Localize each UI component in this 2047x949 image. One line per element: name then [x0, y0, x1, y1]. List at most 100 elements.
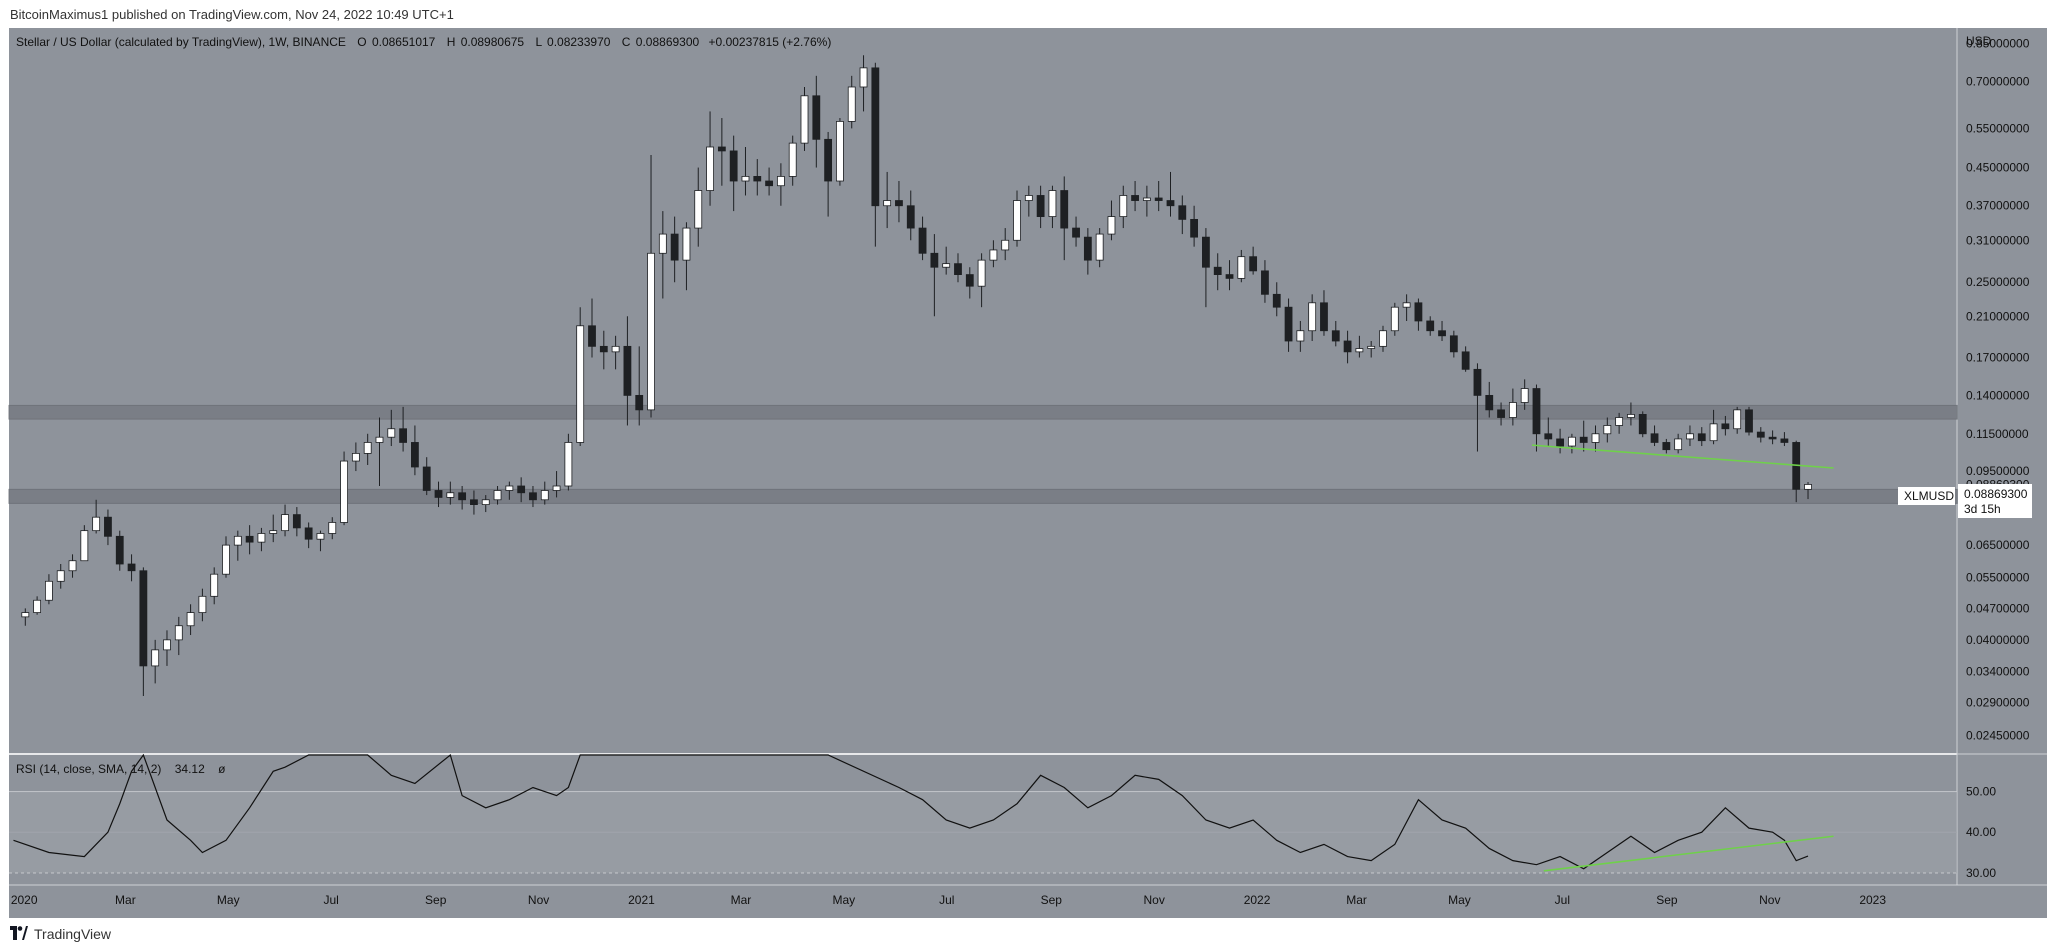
candle-body-up: [56, 570, 65, 582]
candle-body-up: [1686, 433, 1694, 440]
price-trendline: [1531, 444, 1834, 469]
candle: [1485, 381, 1494, 418]
candle-body-down: [139, 570, 148, 667]
candle: [729, 135, 738, 212]
candle-body-down: [1178, 205, 1187, 220]
candle: [411, 425, 419, 476]
candle-body-up: [505, 485, 514, 491]
time-axis-area[interactable]: [9, 885, 2047, 918]
candle-body-up: [1142, 197, 1151, 201]
candle-body-up: [1603, 425, 1612, 435]
candle: [1438, 320, 1446, 342]
candle: [847, 75, 856, 129]
candle: [918, 216, 927, 261]
candle: [363, 433, 372, 465]
candle-body-down: [1650, 433, 1659, 443]
candle: [1544, 417, 1553, 447]
candle-body-down: [1662, 442, 1671, 451]
candle: [1048, 185, 1057, 229]
candle: [222, 536, 230, 578]
candle: [1272, 282, 1281, 317]
candle-body-up: [340, 460, 348, 523]
candle-body-up: [1627, 414, 1635, 418]
candle: [1379, 325, 1387, 352]
rsi-legend-value: 34.12: [175, 762, 205, 776]
candle-body-up: [836, 121, 844, 182]
price-tick-label: 0.25000000: [1966, 275, 2030, 289]
rsi-legend-extra: ø: [218, 762, 226, 776]
candle-body-down: [434, 490, 443, 498]
candle: [836, 118, 844, 186]
candle: [989, 240, 998, 268]
candle-body-up: [564, 442, 573, 487]
candle: [1709, 409, 1718, 445]
symbol-price-tag[interactable]: XLMUSD 0.08869300 3d 15h: [1898, 484, 2032, 518]
candle-body-up: [316, 533, 325, 540]
candle: [269, 514, 278, 543]
candle-body-up: [706, 146, 714, 191]
time-tick-label: Sep: [1041, 893, 1063, 907]
candle-body-up: [257, 533, 266, 543]
candle-body-up: [1709, 423, 1718, 442]
candle: [233, 530, 242, 561]
candle-body-down: [1449, 335, 1458, 353]
candle-body-up: [1568, 436, 1576, 447]
candle-body-up: [1095, 233, 1104, 261]
candle-body-down: [670, 233, 679, 261]
time-tick-label: Nov: [1144, 893, 1165, 907]
legend-symbol: Stellar / US Dollar (calculated by Tradi…: [16, 35, 346, 49]
rsi-tick-label: 30.00: [1966, 866, 1996, 880]
candle-body-up: [1355, 348, 1364, 353]
candle-body-down: [399, 428, 408, 443]
candle-body-down: [1780, 438, 1789, 443]
candle: [658, 211, 667, 299]
candle-body-down: [1284, 306, 1293, 342]
candle: [1449, 330, 1458, 358]
candle-body-up: [21, 612, 30, 618]
candle: [470, 490, 478, 515]
candle-body-down: [411, 442, 419, 468]
candle: [434, 481, 443, 508]
candle: [493, 485, 502, 505]
candle: [717, 118, 726, 186]
candle: [1662, 438, 1671, 454]
candle: [33, 596, 42, 615]
candle: [1202, 228, 1210, 308]
candle-body-up: [942, 263, 951, 268]
candle-body-up: [658, 233, 667, 254]
candle: [1650, 425, 1659, 447]
candle-body-up: [493, 490, 502, 501]
candle: [1579, 420, 1588, 452]
candle-body-down: [1154, 197, 1163, 201]
candle-body-down: [1414, 302, 1423, 322]
candle-body-down: [1320, 302, 1328, 332]
candle-body-down: [1083, 236, 1092, 261]
price-tag-countdown: 3d 15h: [1964, 502, 2001, 516]
candle-body-down: [635, 394, 644, 411]
candle: [895, 181, 903, 223]
candle-body-up: [883, 200, 892, 207]
candle-body-up: [647, 252, 655, 411]
candle: [1768, 430, 1777, 445]
candle: [163, 630, 171, 666]
footer-bar: TradingView: [0, 918, 2047, 949]
candle: [458, 485, 467, 510]
rsi-legend-label: RSI (14, close, SMA, 14, 2): [16, 762, 161, 776]
candle: [1178, 195, 1187, 235]
candle-body-down: [1544, 433, 1553, 440]
legend-c-value: 0.08869300: [636, 35, 700, 49]
price-axis-area[interactable]: [1957, 28, 2047, 885]
candle: [1095, 228, 1104, 268]
time-tick-label: 2020: [11, 893, 38, 907]
candle-body-down: [871, 67, 880, 207]
candle: [1686, 425, 1694, 447]
candle-body-down: [623, 345, 632, 396]
candle: [1013, 190, 1021, 247]
candle: [1756, 427, 1765, 443]
candle: [281, 504, 289, 537]
price-tick-label: 0.03400000: [1966, 665, 2030, 679]
candle-body-up: [198, 595, 207, 613]
price-chart[interactable]: 0.85000000 0.70000000 0.55000000 0.45000000…: [0, 0, 2047, 918]
candle: [741, 146, 750, 196]
candle: [1308, 294, 1317, 342]
